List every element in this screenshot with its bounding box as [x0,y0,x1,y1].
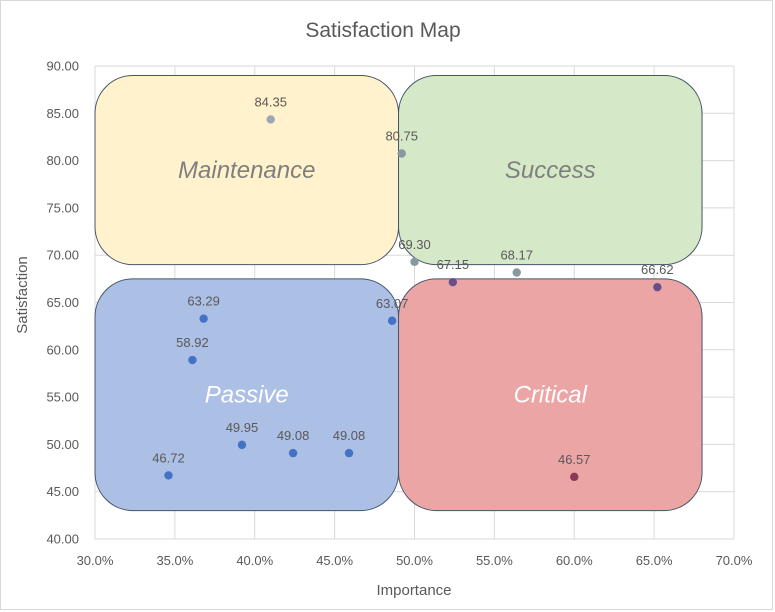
data-label: 49.95 [226,420,259,435]
x-tick-label: 30.0% [77,553,114,568]
data-point [188,355,197,365]
data-point [344,448,354,458]
data-point [512,268,521,277]
y-tick-label: 60.00 [46,342,79,357]
x-axis-ticks: 30.0% 35.0% 40.0% 45.0% 50.0% 55.0% 60.0% 65.0%… [77,553,753,568]
data-label: 63.07 [376,296,409,311]
x-tick-label: 35.0% [156,553,193,568]
x-tick-label: 60.0% [556,553,593,568]
y-tick-label: 65.00 [46,295,79,310]
quadrant-label-maintenance: Maintenance [178,157,315,184]
data-label: 49.08 [333,428,366,443]
y-axis-title: Satisfaction [14,256,31,334]
data-point [570,472,579,482]
data-point [288,448,298,458]
y-tick-label: 40.00 [46,532,79,547]
x-tick-label: 55.0% [476,553,513,568]
chart-title: Satisfaction Map [305,19,460,42]
data-point [387,316,397,325]
x-tick-label: 50.0% [396,553,433,568]
data-label: 67.15 [437,257,470,272]
y-tick-label: 80.00 [46,153,79,168]
y-axis-ticks: 40.00 45.00 50.00 55.00 60.00 65.00 70.00 75.00… [46,59,79,547]
y-tick-label: 50.00 [46,437,79,452]
quadrant-label-success: Success [505,157,596,184]
data-label: 66.62 [641,262,674,277]
data-labels: 84.35 80.75 69.30 67.15 68.17 66.62 63.29 63.07… [152,94,673,466]
data-label: 68.17 [500,248,533,263]
data-point [448,277,458,287]
y-tick-label: 45.00 [46,484,79,499]
data-points [164,115,662,482]
y-tick-label: 75.00 [46,200,79,215]
x-tick-label: 70.0% [716,553,753,568]
data-point [397,149,406,158]
x-tick-label: 45.0% [316,553,353,568]
quadrant-critical [398,278,703,512]
data-label: 46.72 [152,450,185,465]
y-tick-label: 70.00 [46,248,79,263]
x-axis-title: Importance [376,582,451,599]
data-label: 80.75 [385,129,418,144]
data-label: 46.57 [558,452,591,467]
x-tick-label: 65.0% [636,553,673,568]
data-point [266,115,275,124]
data-label: 49.08 [277,428,310,443]
data-label: 58.92 [176,335,209,350]
y-tick-label: 90.00 [46,59,79,74]
quadrant-areas: Maintenance Success Passive Critical [94,74,703,512]
data-point [164,471,173,480]
quadrant-success [398,74,703,266]
data-label: 63.29 [187,294,220,309]
data-label: 84.35 [254,94,287,109]
y-tick-label: 55.00 [46,390,79,405]
x-tick-label: 40.0% [236,553,273,568]
quadrant-label-critical: Critical [514,382,588,409]
y-tick-label: 85.00 [46,106,79,121]
data-point [237,440,247,450]
quadrant-label-passive: Passive [205,382,289,409]
data-point [199,314,208,323]
data-label: 69.30 [398,237,431,252]
data-point [410,257,419,267]
data-point [653,282,662,292]
